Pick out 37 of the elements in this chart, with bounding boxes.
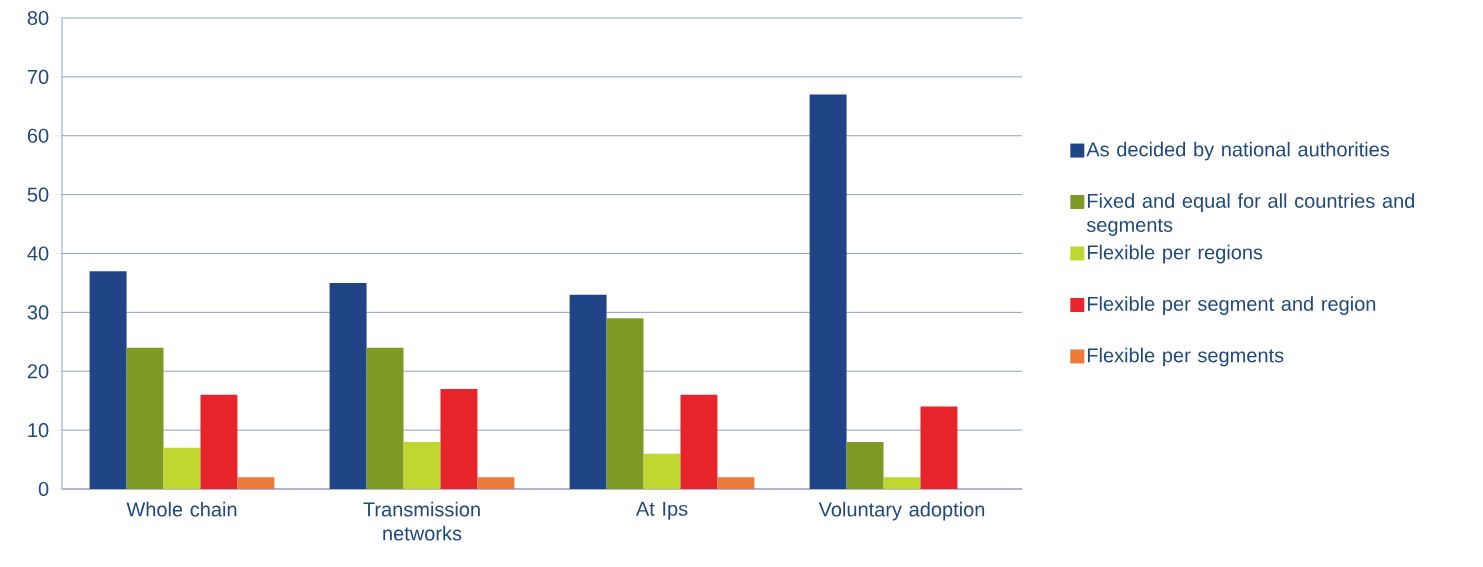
legend-label: Flexible per regions bbox=[1087, 244, 1263, 264]
bar bbox=[366, 347, 404, 489]
y-tick-label: 50 bbox=[27, 187, 49, 202]
x-tick-label: Voluntary adoption bbox=[818, 501, 985, 521]
bar bbox=[883, 477, 921, 489]
bar bbox=[163, 447, 201, 489]
y-tick-label: 40 bbox=[27, 246, 49, 261]
y-tick-label: 30 bbox=[27, 305, 49, 320]
x-tick-label: At Ips bbox=[635, 501, 688, 520]
bar bbox=[846, 441, 884, 489]
bar bbox=[403, 441, 441, 489]
bar bbox=[606, 318, 644, 489]
bar bbox=[237, 477, 275, 489]
legend-label: Fixed and equal for all countries and segments bbox=[1086, 193, 1415, 236]
bar bbox=[809, 94, 847, 489]
y-tick-label: 20 bbox=[27, 364, 49, 379]
bar bbox=[126, 347, 164, 489]
y-tick-label: 0 bbox=[38, 481, 49, 497]
bar bbox=[329, 282, 367, 489]
bar bbox=[200, 394, 238, 489]
bar bbox=[680, 394, 718, 489]
y-tick-label: 60 bbox=[27, 128, 49, 143]
bar bbox=[920, 406, 958, 489]
bar bbox=[717, 477, 755, 489]
bar bbox=[643, 453, 681, 489]
legend-label: Flexible per segment and region bbox=[1087, 296, 1376, 315]
x-tick-label: Transmission networks bbox=[363, 501, 480, 541]
bar bbox=[569, 294, 607, 489]
legend-label: Flexible per segments bbox=[1087, 347, 1284, 367]
bar bbox=[440, 388, 478, 489]
y-tick-label: 10 bbox=[28, 423, 49, 438]
y-tick-label: 80 bbox=[27, 10, 49, 26]
x-tick-label: Whole chain bbox=[126, 501, 237, 517]
bar bbox=[477, 477, 515, 489]
legend-label: As decided by national authorities bbox=[1086, 141, 1390, 161]
bar bbox=[89, 271, 127, 489]
y-tick-label: 70 bbox=[27, 69, 49, 84]
